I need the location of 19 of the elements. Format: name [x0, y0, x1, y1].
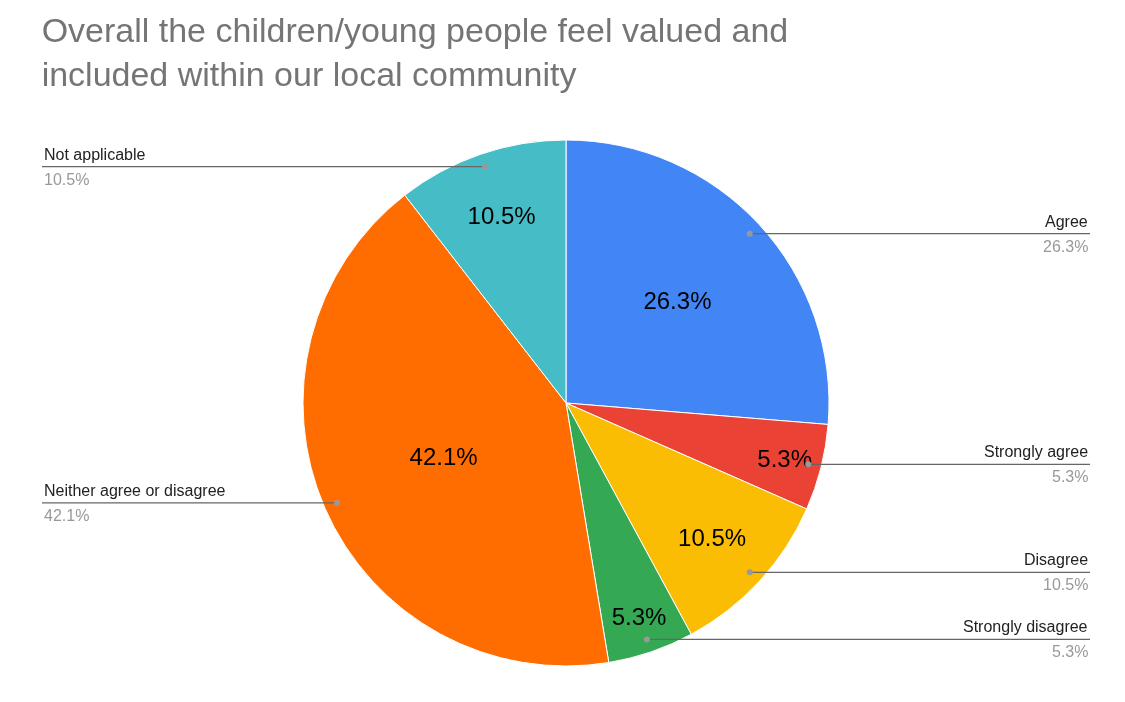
data-label: 42.1% — [409, 442, 478, 470]
slice-label: Strongly agree — [984, 443, 1089, 460]
slice-label: Neither agree or disagree — [44, 482, 226, 499]
text: 42.1% — [44, 507, 90, 524]
slice-label: Strongly disagree — [963, 618, 1088, 635]
data-label: 10.5% — [467, 201, 536, 229]
data-label: 10.5% — [678, 524, 747, 552]
slice-label: Agree — [1045, 213, 1088, 230]
text: 5.3% — [1052, 643, 1089, 660]
text: 10.5% — [44, 171, 90, 188]
chart-title: Overall the children/young people feel valued and included within our local community — [41, 11, 789, 94]
data-label: 26.3% — [643, 286, 712, 314]
text: 26.3% — [1043, 238, 1089, 255]
data-label: 5.3% — [611, 602, 667, 630]
data-label: 5.3% — [757, 444, 813, 472]
slice-label: Not applicable — [44, 146, 146, 163]
slice-label: Disagree — [1024, 551, 1089, 568]
text: 10.5% — [1043, 576, 1089, 593]
text: 5.3% — [1052, 468, 1089, 485]
